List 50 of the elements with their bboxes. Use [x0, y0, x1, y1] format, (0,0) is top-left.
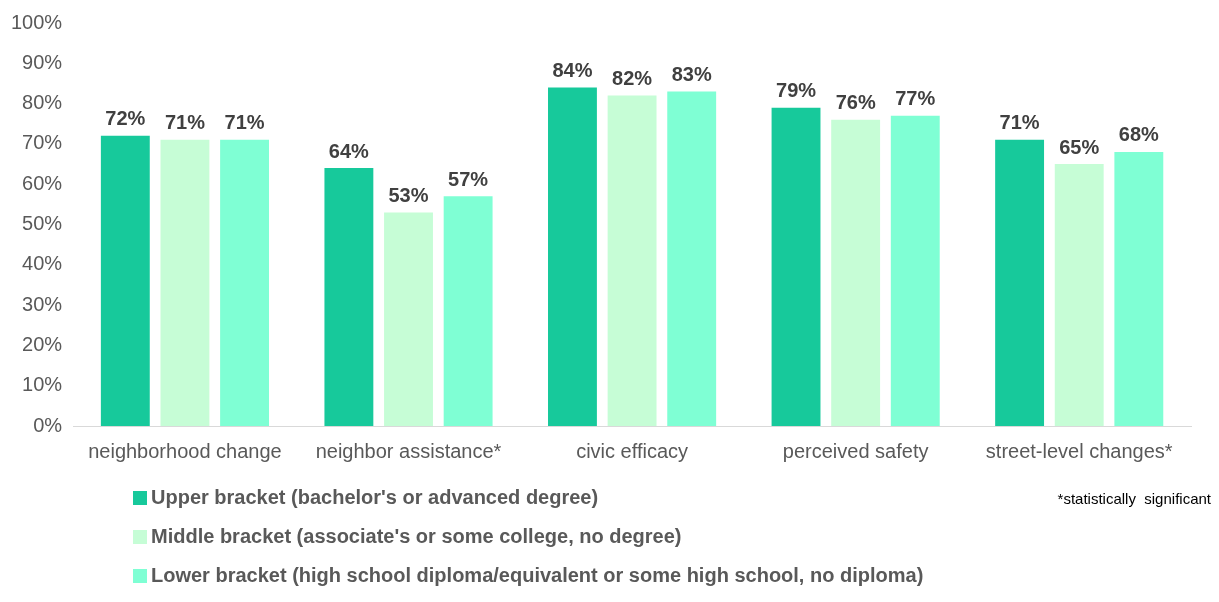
bar	[890, 115, 940, 426]
data-label: 71%	[999, 111, 1040, 134]
data-label: 64%	[328, 139, 370, 162]
text: *statistically significant	[1057, 490, 1211, 507]
data-label: 79%	[776, 79, 817, 102]
data-label: 77%	[895, 87, 936, 110]
bar	[607, 95, 657, 426]
legend-label: Upper bracket (bachelor's or advanced degree)	[151, 486, 599, 509]
y-tick-label: 100%	[11, 10, 63, 33]
x-tick-label: civic efficacy	[576, 439, 689, 462]
bar	[384, 212, 433, 426]
bar	[443, 196, 493, 426]
bar	[831, 119, 881, 426]
bar	[100, 135, 150, 426]
bar	[771, 107, 821, 426]
bar	[667, 91, 717, 426]
y-tick-label: 20%	[22, 332, 63, 355]
y-tick-label: 10%	[22, 373, 63, 396]
bar	[995, 139, 1045, 426]
data-label: 84%	[552, 59, 593, 81]
bar	[324, 168, 374, 426]
bar	[548, 87, 597, 426]
data-label: 82%	[612, 67, 653, 90]
data-label: 83%	[671, 63, 712, 86]
x-tick-label: perceived safety	[782, 439, 929, 462]
y-tick-label: 0%	[33, 413, 63, 436]
bar	[160, 139, 210, 426]
y-tick-label: 70%	[22, 131, 63, 154]
data-label: 72%	[105, 107, 146, 130]
y-tick-label: 60%	[22, 171, 63, 194]
bar	[1054, 164, 1104, 426]
data-label: 68%	[1118, 123, 1160, 146]
data-label: 53%	[388, 183, 429, 206]
x-tick-label: neighbor assistance*	[315, 439, 502, 462]
data-label: 57%	[448, 167, 489, 190]
y-tick-label: 50%	[22, 212, 63, 235]
y-tick-label: 80%	[22, 91, 63, 114]
y-tick-label: 40%	[22, 252, 63, 275]
data-label: 71%	[164, 111, 206, 134]
y-tick-label: 90%	[22, 50, 63, 73]
data-label: 76%	[835, 91, 876, 114]
x-tick-label: street-level changes*	[985, 439, 1173, 462]
data-label: 65%	[1059, 135, 1100, 158]
x-tick-label: neighborhood change	[88, 439, 282, 462]
legend-label: Middle bracket (associate's or some college, no degree)	[151, 525, 682, 548]
bar	[1114, 151, 1164, 426]
y-tick-label: 30%	[22, 292, 63, 315]
legend-label: Lower bracket (high school diploma/equivalent or some high school, no diploma)	[151, 564, 924, 587]
bar	[220, 139, 269, 426]
data-label: 71%	[224, 111, 265, 134]
